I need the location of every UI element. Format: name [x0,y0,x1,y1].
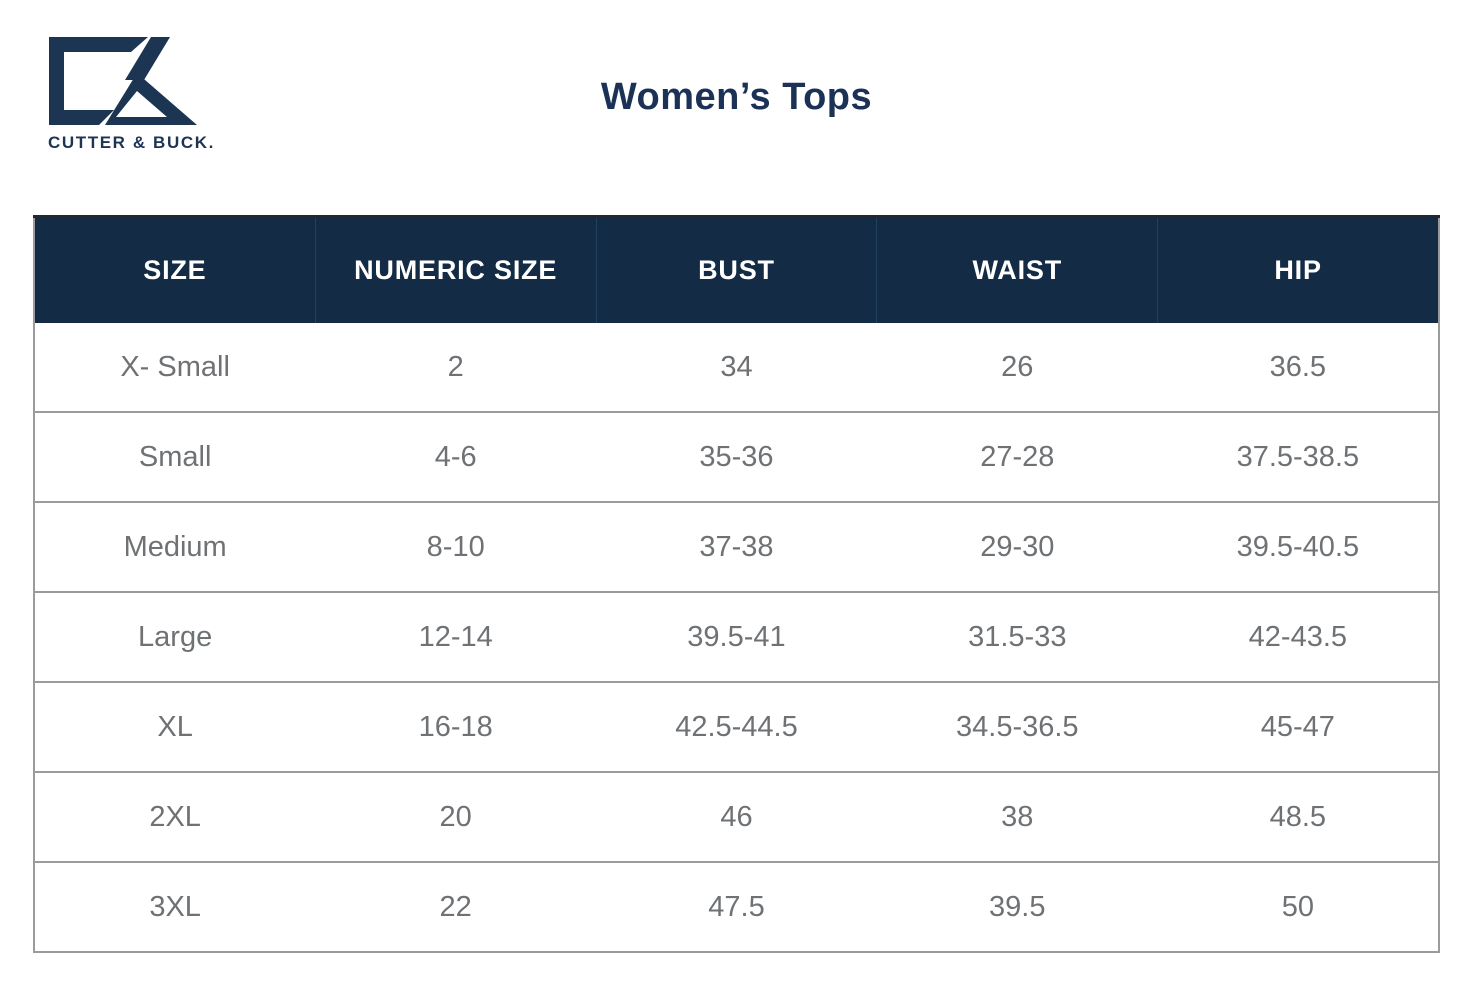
table-cell: 26 [876,323,1158,412]
brand-logo: CUTTER & BUCK. [48,36,215,153]
brand-wordmark: CUTTER & BUCK. [48,133,215,152]
table-cell: 4-6 [315,411,597,502]
table-cell: Medium [34,501,316,592]
table-cell: 46 [596,771,877,862]
table-cell: 39.5 [876,861,1158,952]
table-cell: 37-38 [596,501,877,592]
table-cell: 42-43.5 [1157,591,1439,682]
header-row: SIZE NUMERIC SIZE BUST WAIST HIP [34,215,1439,323]
column-header-hip: HIP [1157,215,1439,323]
table-cell: X- Small [34,323,316,412]
table-cell: 20 [315,771,597,862]
table-row: Small 4-6 35-36 27-28 37.5-38.5 [34,411,1439,502]
table-cell: 50 [1157,861,1439,952]
table-cell: 34.5-36.5 [876,681,1158,772]
table-cell: 12-14 [315,591,597,682]
table-cell: 27-28 [876,411,1158,502]
table-cell: 8-10 [315,501,597,592]
table-cell: 37.5-38.5 [1157,411,1439,502]
table-row: XL 16-18 42.5-44.5 34.5-36.5 45-47 [34,681,1439,772]
table-cell: 22 [315,861,597,952]
table-cell: 48.5 [1157,771,1439,862]
table-cell: 47.5 [596,861,877,952]
size-chart-table: SIZE NUMERIC SIZE BUST WAIST HIP X- Small 2 34… [33,215,1440,953]
table-cell: Small [34,411,316,502]
table-cell: 39.5-41 [596,591,877,682]
table-cell: 16-18 [315,681,597,772]
table-cell: 3XL [34,861,316,952]
table-body: X- Small 2 34 26 36.5 Small 4-6 35-36 27-28 37.5-… [34,323,1439,952]
table-cell: 36.5 [1157,323,1439,412]
table-row: Medium 8-10 37-38 29-30 39.5-40.5 [34,501,1439,592]
table-row: Large 12-14 39.5-41 31.5-33 42-43.5 [34,591,1439,682]
column-header-waist: WAIST [876,215,1158,323]
table-row: 2XL 20 46 38 48.5 [34,771,1439,862]
table-cell: 35-36 [596,411,877,502]
table-cell: Large [34,591,316,682]
table-cell: 34 [596,323,877,412]
table-row: 3XL 22 47.5 39.5 50 [34,861,1439,952]
column-header-bust: BUST [595,215,877,323]
table-cell: XL [34,681,316,772]
table-cell: 31.5-33 [876,591,1158,682]
table-cell: 2 [315,323,597,412]
column-header-numeric-size: NUMERIC SIZE [314,215,597,323]
table-cell: 2XL [34,771,316,862]
table-cell: 38 [876,771,1158,862]
page-title: Women’s Tops [600,76,873,118]
table-cell: 45-47 [1157,681,1439,772]
table-row: X- Small 2 34 26 36.5 [34,323,1439,412]
cutter-and-buck-logo-icon [49,37,197,125]
table-header: SIZE NUMERIC SIZE BUST WAIST HIP [34,215,1439,323]
table-cell: 39.5-40.5 [1157,501,1439,592]
table-cell: 29-30 [876,501,1158,592]
table-cell: 42.5-44.5 [596,681,877,772]
column-header-size: SIZE [34,215,316,323]
